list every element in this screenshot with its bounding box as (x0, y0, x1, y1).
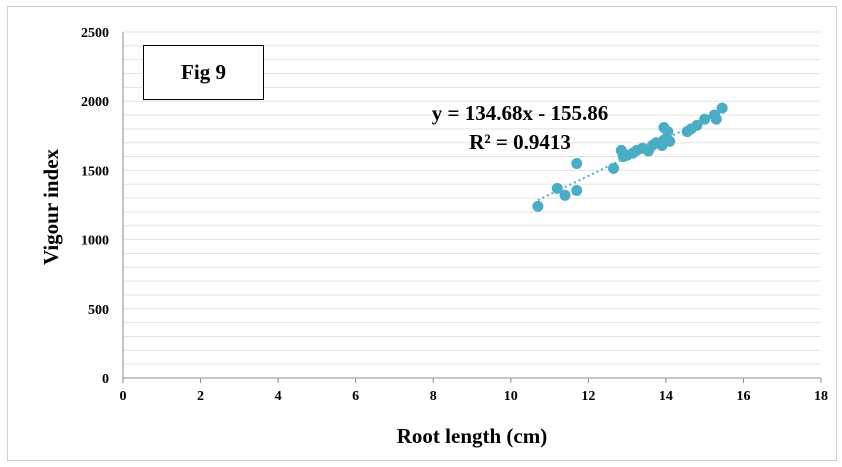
y-tick-label: 0 (102, 372, 109, 387)
x-tick-labels: 0 2 4 6 8 10 12 14 16 18 (120, 389, 829, 404)
data-point (691, 119, 703, 131)
x-axis-title: Root length (cm) (397, 424, 547, 448)
data-point (559, 189, 571, 201)
y-tick-label: 2000 (81, 95, 109, 110)
x-tick-label: 6 (352, 389, 359, 404)
y-tick-label: 1000 (81, 234, 109, 249)
trendline-equation: y = 134.68x - 155.86 (432, 101, 608, 125)
data-point (608, 162, 620, 174)
y-tick-labels: 0 500 1000 1500 2000 2500 (81, 26, 109, 387)
data-point (710, 113, 722, 125)
y-tick-label: 2500 (81, 26, 109, 41)
r-squared-label: R² = 0.9413 (469, 130, 571, 154)
x-tick-label: 14 (659, 389, 673, 404)
y-tick-label: 500 (88, 303, 109, 318)
data-point (662, 126, 674, 138)
data-point (532, 200, 544, 212)
x-tick-label: 10 (504, 389, 518, 404)
figure-label-box: Fig 9 (143, 45, 264, 100)
data-point (571, 157, 583, 169)
x-tick-label: 0 (120, 389, 127, 404)
y-axis-title: Vigour index (39, 148, 63, 265)
data-point (664, 135, 676, 147)
x-tick-label: 16 (736, 389, 750, 404)
data-point (571, 184, 583, 196)
x-tick-label: 8 (430, 389, 437, 404)
data-points (532, 102, 728, 212)
x-tick-label: 12 (581, 389, 595, 404)
axes (122, 32, 822, 383)
x-tick-label: 18 (814, 389, 828, 404)
data-point (716, 102, 728, 114)
data-point (699, 113, 711, 125)
data-point (551, 182, 563, 194)
x-tick-label: 4 (275, 389, 282, 404)
figure-label: Fig 9 (181, 60, 226, 84)
y-tick-label: 1500 (81, 164, 109, 179)
x-tick-label: 2 (197, 389, 204, 404)
